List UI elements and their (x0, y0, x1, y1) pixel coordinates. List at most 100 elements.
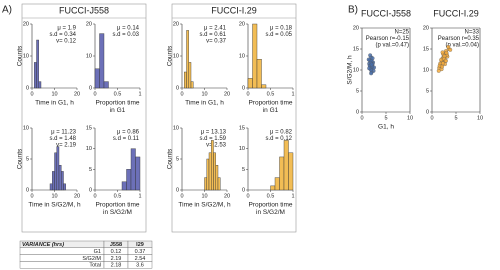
scatter-point (367, 66, 372, 71)
x-axis-label: in G1 (263, 107, 279, 114)
stat-annotation: Pearson r=0.35 (438, 36, 480, 42)
y-tick-label: 10 (23, 125, 29, 131)
histogram-bar (34, 62, 37, 89)
histogram-bar (49, 183, 53, 191)
histogram-bar (52, 171, 55, 191)
x-tick-label: 10 (51, 193, 57, 199)
x-tick-label: 10 (477, 115, 483, 121)
x-tick-label: 0 (30, 91, 33, 97)
x-tick-label: 0 (93, 193, 96, 199)
table-text: 0.37 (135, 249, 146, 255)
scatter-point (441, 61, 445, 66)
x-tick-label: 1 (291, 91, 294, 97)
stat-annotation: μ = 1.9 (57, 26, 76, 32)
histogram-bar (215, 164, 219, 191)
y-tick-label: 5 (356, 88, 359, 94)
x-tick-label: 5 (454, 115, 457, 121)
scatter-point (436, 68, 441, 73)
y-axis-label: Counts (167, 148, 174, 169)
group-title: FUCCI-J558 (59, 5, 109, 15)
stat-annotation: s.d = 1.48 (49, 136, 76, 142)
x-tick-label: 20 (224, 193, 230, 199)
y-tick-label: 10 (86, 53, 92, 59)
x-tick-label: 0 (360, 115, 363, 121)
x-axis-label: G1, h (378, 124, 394, 131)
y-tick-label: 5 (426, 88, 429, 94)
stat-annotation: μ = 0.14 (117, 26, 140, 32)
stat-annotation: v= 0.37 (206, 39, 227, 45)
table-text: I29 (136, 242, 144, 248)
stat-annotation: v= 2.19 (56, 143, 77, 149)
histogram-bar (36, 39, 39, 89)
y-tick-label: 20 (423, 25, 429, 31)
y-tick-label: 0 (242, 85, 245, 91)
x-axis-label: Proportion time (95, 100, 139, 107)
histogram-bar (208, 152, 212, 191)
table-cell (127, 261, 153, 269)
scatter-point (370, 56, 375, 61)
scatter-point (439, 57, 444, 62)
table-text: 2.54 (135, 256, 146, 262)
scatter-point (446, 44, 451, 49)
histogram-bar (279, 156, 285, 191)
stat-annotation: s.d = 0.34 (49, 32, 76, 38)
x-tick-label: 20 (74, 91, 80, 97)
x-tick-label: 10 (407, 115, 413, 121)
scatter-point (443, 58, 448, 63)
histogram-bar (188, 62, 192, 89)
x-tick-label: 1 (138, 91, 141, 97)
panel-label: A) (2, 5, 12, 16)
y-axis-label: S/G2/M, h (347, 55, 354, 85)
x-tick-label: 0.5 (114, 193, 122, 199)
table-text: S/G2/M (82, 256, 101, 262)
table-text: 2.18 (111, 263, 122, 269)
histogram-bar (94, 68, 100, 89)
stat-annotation: s.d = 0.12 (265, 136, 292, 142)
stat-annotation: μ = 13.13 (201, 130, 227, 136)
y-tick-label: 0 (176, 187, 179, 193)
scatter-point (369, 62, 374, 67)
histogram-bar (261, 84, 267, 89)
y-tick-label: 20 (86, 21, 92, 27)
x-tick-label: 0 (246, 193, 249, 199)
chart-title: FUCCI-J558 (361, 8, 411, 18)
y-tick-label: 0 (426, 109, 429, 115)
group-box (171, 3, 297, 233)
histogram-bar (204, 177, 207, 191)
y-tick-label: 10 (239, 146, 245, 152)
stat-annotation: s.d = 0.61 (199, 32, 226, 38)
stat-annotation: s.d = 0.03 (112, 32, 139, 38)
x-tick-label: 0 (246, 91, 249, 97)
x-axis-label: in G1 (110, 107, 126, 114)
table-text: 2.19 (111, 256, 122, 262)
table-text: G1 (94, 249, 101, 255)
y-tick-label: 10 (173, 125, 179, 131)
x-tick-label: 0 (180, 91, 183, 97)
histogram-bar (103, 81, 109, 89)
y-tick-label: 10 (86, 146, 92, 152)
group-title: FUCCI-I.29 (211, 5, 257, 15)
x-axis-label: Proportion time (248, 100, 292, 107)
histogram-bar (58, 164, 62, 191)
y-tick-label: 0 (242, 187, 245, 193)
y-tick-label: 0 (26, 85, 29, 91)
histogram-bar (190, 81, 194, 89)
y-tick-label: 0 (89, 187, 92, 193)
x-tick-label: 10 (201, 193, 207, 199)
histogram-bar (252, 23, 258, 89)
y-tick-label: 10 (239, 53, 245, 59)
histogram-bar (270, 185, 276, 191)
stat-annotation: μ = 0.86 (117, 130, 140, 136)
x-tick-label: 1 (138, 193, 141, 199)
x-axis-label: Proportion time (248, 202, 292, 209)
table-text: 3.6 (136, 263, 144, 269)
x-axis-label: in S/G2/M (103, 209, 132, 216)
scatter-point (440, 50, 445, 55)
x-axis-label: Time in S/G2/M, h (28, 202, 81, 209)
table-text: Total (89, 263, 101, 269)
x-tick-label: 1 (291, 193, 294, 199)
stat-annotation: v= 2.53 (206, 143, 227, 149)
histogram-bar (61, 171, 64, 191)
histogram-bar (186, 30, 189, 89)
y-tick-label: 0 (26, 187, 29, 193)
